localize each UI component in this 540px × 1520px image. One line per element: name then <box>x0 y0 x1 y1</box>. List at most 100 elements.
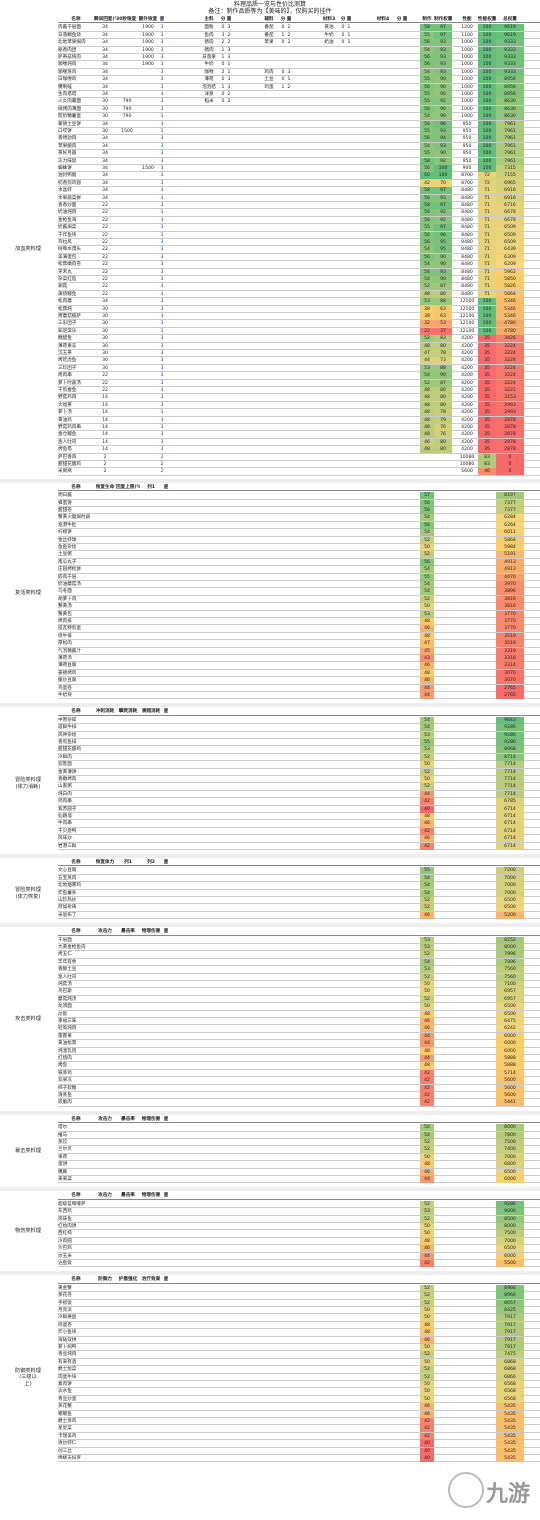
cell-value: 3770 <box>496 618 524 625</box>
dish-name: 油封鸭腿 <box>58 173 77 179</box>
cell-value: 3 <box>160 328 164 334</box>
cell-value: 950 <box>462 136 472 142</box>
cell-value <box>226 431 232 438</box>
cell-value: 96 <box>434 231 452 239</box>
cell-value: 48 <box>420 394 434 402</box>
cell-value: 22 <box>102 269 108 275</box>
cell-value <box>286 195 292 202</box>
cell-value: 71 <box>478 283 496 291</box>
cell-value: 3 <box>160 351 164 356</box>
cell-value: 5200 <box>496 911 524 919</box>
cell-value <box>116 172 138 179</box>
cell-value: 7714 <box>496 790 524 798</box>
cell-value: 3 <box>160 395 164 401</box>
cell-value: 71 <box>478 194 496 202</box>
cell-value <box>402 320 408 327</box>
cell-value: 60 <box>420 172 434 180</box>
section-header-row: 名称 冲刺消耗 攀爬消耗 滑翔消耗星 <box>58 708 540 716</box>
cell-value: 3 <box>160 151 164 157</box>
table-row: 烤鱼 48 5888 <box>58 1062 540 1070</box>
cell-value <box>402 187 408 194</box>
cell-value: 53 <box>434 320 452 328</box>
cell-value: 8480 <box>461 291 473 297</box>
cell-value: 5191 <box>496 551 524 559</box>
cell-value: 97 <box>434 224 452 232</box>
table-row: 沙巴鸡 46 6500 <box>58 1245 540 1253</box>
dish-name: 牛肉串 <box>58 821 72 827</box>
cell-value <box>370 283 396 290</box>
dish-name: 白咖喱鸡 <box>58 77 77 83</box>
column-header: 物理伤害 <box>141 929 161 935</box>
cell-value: 3 <box>160 254 164 260</box>
cell-value: 54 <box>420 882 434 890</box>
column-header: 30秒恢复 每5秒 <box>116 17 138 22</box>
cell-value <box>198 357 220 364</box>
cell-value <box>318 135 340 142</box>
cell-value: 6000 <box>496 1047 524 1055</box>
dish-name: 蒲烧鳗鱼 <box>58 291 77 297</box>
dish-name: 黄油松茸 <box>58 1041 77 1047</box>
cell-value <box>258 298 280 305</box>
cell-value <box>258 306 280 313</box>
table-row: 冷鲜肉 52 8714 <box>58 753 540 762</box>
dish-name: 果荷 <box>58 1154 68 1160</box>
table-row: 干贝烧鸭 42 6714 <box>58 827 540 836</box>
dish-name: 烤蘑菇披萨 <box>58 314 81 319</box>
cell-value: 94 <box>434 135 452 143</box>
cell-value: 1 <box>347 32 351 38</box>
column-header: 分 <box>340 17 346 22</box>
cell-value <box>318 128 340 135</box>
cell-value <box>346 121 352 128</box>
table-row: 鸡肉串 42 6785 <box>58 798 540 806</box>
cell-value: 71 <box>478 224 496 232</box>
cell-value: 2765 <box>496 692 524 699</box>
cell-value <box>116 417 138 424</box>
table-row: 果荷 50 7000 <box>58 1153 540 1162</box>
cell-value: 93 <box>434 46 452 54</box>
cell-value <box>346 291 352 298</box>
table-row: 炖菇汤 50 7100 <box>58 981 540 989</box>
cell-value: 4200 <box>461 380 473 386</box>
dish-name: 茶好月圆 <box>58 151 77 157</box>
cell-value <box>286 283 292 290</box>
table-row: 推马 54 7800 <box>58 1131 540 1139</box>
cell-value: 4200 <box>461 388 473 393</box>
cell-value: 35 <box>478 394 496 402</box>
cell-value: 8480 <box>461 254 473 260</box>
cell-value <box>318 357 340 364</box>
cell-value: 56 <box>420 194 434 202</box>
dish-name: 素肉饼 <box>58 1382 72 1387</box>
dish-name: 鸡肉串 <box>58 799 72 805</box>
cell-value <box>286 468 292 475</box>
table-row: 咖喱炖肉 34 1900 3 牛奶 0 1 56 93 1000 100 9333 <box>58 61 540 69</box>
cell-value <box>258 468 280 475</box>
cell-value <box>286 387 292 394</box>
cell-value: 1500 <box>121 129 133 134</box>
cell-value: 1000 <box>461 92 473 97</box>
cell-value <box>286 409 292 416</box>
cell-value <box>318 239 340 246</box>
cell-value <box>138 298 158 305</box>
cell-value: 100 <box>478 120 496 128</box>
dish-name: 蘑菇炖汤 <box>58 996 77 1002</box>
cell-value: 9286 <box>496 724 524 732</box>
cell-value <box>258 232 280 239</box>
cell-value <box>346 143 352 150</box>
column-header: 名称 <box>71 1116 81 1122</box>
cell-value <box>116 47 138 54</box>
cell-value: 50 <box>420 981 434 988</box>
cell-value <box>370 328 396 335</box>
cell-value: 56 <box>420 239 434 246</box>
cell-value: 5850 <box>496 276 524 283</box>
cell-value: 3519 <box>496 632 524 640</box>
cell-value <box>138 246 158 253</box>
cell-value: 58 <box>420 187 434 195</box>
cell-value: 1 <box>221 84 225 90</box>
cell-value: 3 <box>160 188 164 194</box>
cell-value: 42 <box>420 1418 434 1425</box>
cell-value <box>138 180 158 187</box>
cell-value <box>402 47 408 54</box>
cell-value <box>370 106 396 113</box>
cell-value <box>226 380 232 387</box>
cell-value: 100 <box>478 157 496 165</box>
